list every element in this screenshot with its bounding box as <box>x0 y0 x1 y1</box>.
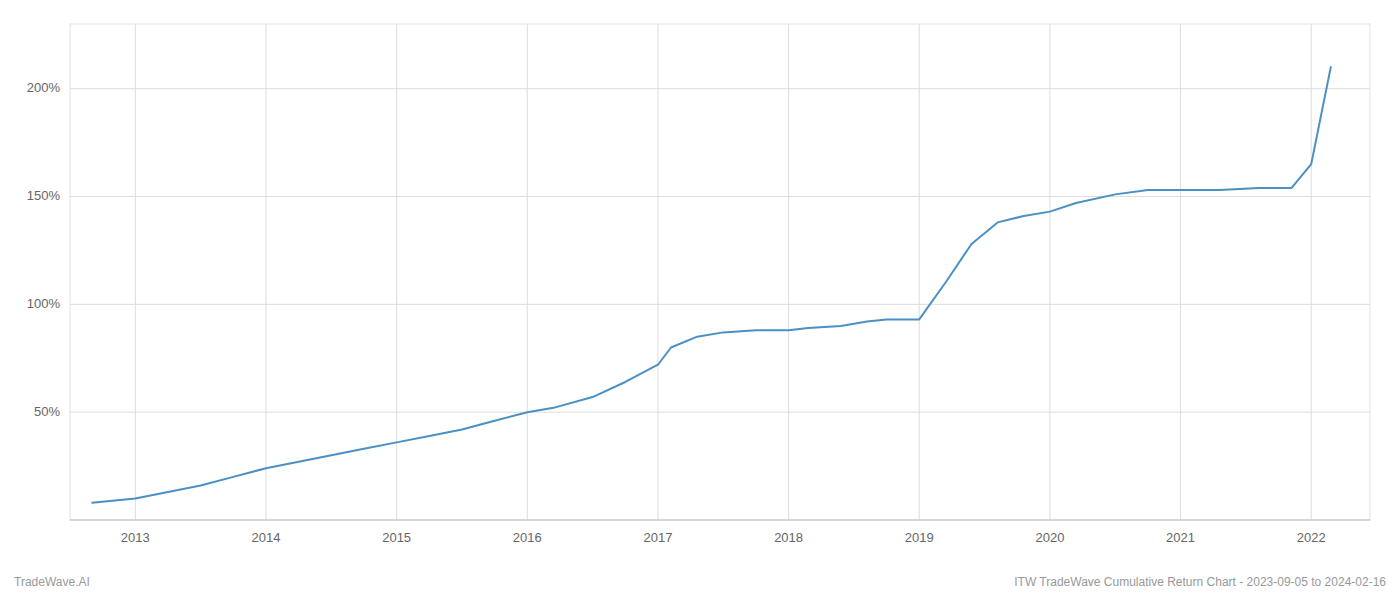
x-grid-line <box>1311 24 1312 520</box>
x-tick-label: 2019 <box>905 530 934 545</box>
x-tick-label: 2018 <box>774 530 803 545</box>
x-tick-label: 2020 <box>1035 530 1064 545</box>
x-tick-label: 2013 <box>121 530 150 545</box>
x-axis-line <box>70 520 1370 521</box>
x-grid-line <box>919 24 920 520</box>
x-grid-line <box>265 24 266 520</box>
y-grid-line <box>70 196 1370 197</box>
footer-text: TradeWave.AI <box>14 575 90 589</box>
grid <box>70 24 1370 520</box>
x-grid-line <box>657 24 658 520</box>
y-grid-line <box>70 412 1370 413</box>
x-tick-label: 2022 <box>1297 530 1326 545</box>
x-grid-line <box>1049 24 1050 520</box>
y-tick-label: 150% <box>27 188 61 203</box>
y-tick-label: 50% <box>34 404 60 419</box>
x-grid-line <box>1180 24 1181 520</box>
x-tick-label: 2014 <box>252 530 281 545</box>
line <box>92 67 1331 503</box>
axes: 50% 100% 150% 200% 2013 2014 2015 2016 2017 2018 2… <box>27 24 1370 545</box>
y-grid-line <box>70 304 1370 305</box>
x-tick-label: 2021 <box>1166 530 1195 545</box>
y-grid-line <box>70 88 1370 89</box>
chart: 50% 100% 150% 200% 2013 2014 2015 2016 2017 2018 2… <box>0 0 1400 600</box>
plot-frame <box>70 24 1370 520</box>
x-grid-line <box>135 24 136 520</box>
x-grid-line <box>396 24 397 520</box>
series <box>92 67 1331 503</box>
x-tick-label: 2015 <box>382 530 411 545</box>
y-tick-label: 100% <box>27 296 61 311</box>
x-tick-label: 2016 <box>513 530 542 545</box>
x-grid-line <box>788 24 789 520</box>
y-tick-label: 200% <box>27 80 61 95</box>
x-tick-label: 2017 <box>643 530 672 545</box>
x-grid-line <box>527 24 528 520</box>
footer-text: ITW TradeWave Cumulative Return Chart - … <box>1014 575 1386 589</box>
